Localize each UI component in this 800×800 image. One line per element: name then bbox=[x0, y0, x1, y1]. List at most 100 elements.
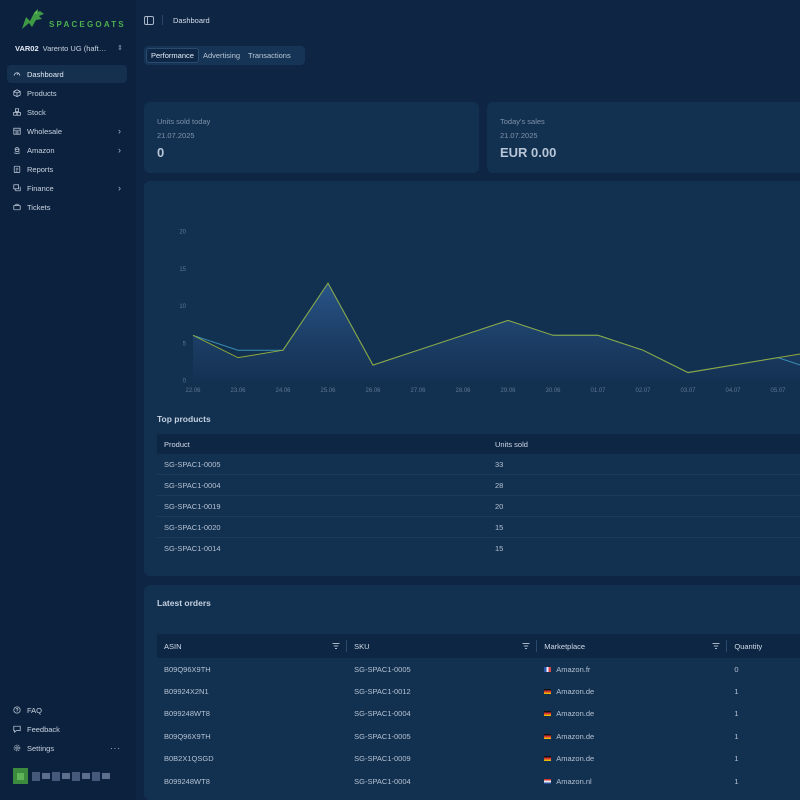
quantity-cell: 1 bbox=[727, 703, 800, 725]
quantity-text: 1 bbox=[734, 731, 739, 741]
x-tick-label: 30.06 bbox=[545, 388, 561, 394]
sku-text: SG-SPAC1-0004 bbox=[354, 776, 411, 786]
table-row[interactable]: SG-SPAC1-0014 15 bbox=[157, 538, 800, 559]
sidebar-item-reports[interactable]: Reports bbox=[7, 160, 127, 178]
sidebar-item-tickets[interactable]: Tickets bbox=[7, 198, 127, 216]
kpi-value: EUR 0.00 bbox=[500, 145, 557, 160]
marketplace-text: Amazon.de bbox=[556, 754, 595, 764]
marketplace-text: Amazon.de bbox=[556, 687, 595, 697]
boxes-icon bbox=[13, 108, 21, 116]
brand-logo[interactable]: SPACEGOATS bbox=[20, 9, 126, 31]
sidebar-item-faq[interactable]: FAQ bbox=[7, 701, 127, 719]
column-header-marketplace[interactable]: Marketplace bbox=[537, 640, 728, 652]
more-options-icon[interactable]: ··· bbox=[110, 743, 121, 753]
sku-text: SG-SPAC1-0005 bbox=[354, 731, 411, 741]
table-row[interactable]: B09Q96X9TH SG-SPAC1-0005 Amazon.fr 0 bbox=[157, 658, 800, 680]
x-tick-label: 23.06 bbox=[230, 388, 246, 394]
x-tick-label: 04.07 bbox=[725, 388, 741, 394]
table-row[interactable]: SG-SPAC1-0019 20 bbox=[157, 496, 800, 517]
x-tick-label: 24.06 bbox=[275, 388, 291, 394]
quantity-text: 1 bbox=[734, 754, 739, 764]
sales-chart: 0 5 10 15 20 22.06 23.06 24.06 25.06 26.06 27.06 28… bbox=[179, 230, 800, 394]
x-tick-label: 03.07 bbox=[680, 388, 696, 394]
chevron-right-icon: › bbox=[118, 145, 121, 155]
sidebar-item-stock[interactable]: Stock bbox=[7, 103, 127, 121]
units-sold-cell: 33 bbox=[495, 459, 504, 469]
units-sold-cell: 15 bbox=[495, 522, 504, 532]
sku-cell: SG-SPAC1-0012 bbox=[347, 680, 537, 702]
account-company: Varento UG (haftungsbeschränkt) bbox=[42, 43, 109, 53]
quantity-cell: 1 bbox=[727, 748, 800, 770]
x-tick-label: 05.07 bbox=[770, 388, 786, 394]
asin-text: B099248WT8 bbox=[164, 709, 210, 719]
asin-text: B09924X2N1 bbox=[164, 687, 209, 697]
marketplace-text: Amazon.de bbox=[556, 709, 595, 719]
column-header-units-sold[interactable]: Units sold bbox=[495, 439, 528, 449]
sidebar-item-products[interactable]: Products bbox=[7, 84, 127, 102]
toggle-sidebar-icon[interactable] bbox=[144, 15, 154, 25]
asin-cell: B09Q96X9TH bbox=[157, 725, 347, 747]
quantity-cell: 1 bbox=[727, 725, 800, 747]
asin-cell: B0B2X1QSGD bbox=[157, 748, 347, 770]
column-header-product[interactable]: Product bbox=[164, 439, 190, 449]
column-header-asin[interactable]: ASIN bbox=[157, 640, 348, 652]
table-row[interactable]: SG-SPAC1-0005 33 bbox=[157, 454, 800, 475]
marketplace-cell: Amazon.fr bbox=[537, 658, 727, 680]
table-row[interactable]: SG-SPAC1-0004 28 bbox=[157, 475, 800, 496]
account-switcher[interactable]: VAR02 Varento UG (haftungsbeschränkt) ⇕ bbox=[15, 42, 123, 54]
user-profile[interactable] bbox=[13, 768, 110, 784]
y-tick-label: 15 bbox=[179, 267, 186, 273]
filter-icon[interactable] bbox=[522, 642, 530, 650]
table-row[interactable]: SG-SPAC1-0020 15 bbox=[157, 517, 800, 538]
top-products-title: Top products bbox=[157, 414, 211, 424]
ticket-icon bbox=[13, 203, 21, 211]
tab-transactions[interactable]: Transactions bbox=[248, 51, 291, 60]
table-row[interactable]: B099248WT8 SG-SPAC1-0004 Amazon.de 1 bbox=[157, 703, 800, 725]
sidebar-item-wholesale[interactable]: Wholesale › bbox=[7, 122, 127, 140]
table-body: B09Q96X9TH SG-SPAC1-0005 Amazon.fr 0 B09924X… bbox=[157, 658, 800, 792]
latest-orders-card: Latest orders ASIN SKU Marketplace Quant… bbox=[144, 585, 800, 800]
sku-cell: SG-SPAC1-0009 bbox=[347, 748, 537, 770]
tab-advertising[interactable]: Advertising bbox=[202, 51, 241, 60]
help-icon bbox=[13, 706, 21, 714]
main-content: Dashboard Performance Advertising Transa… bbox=[136, 0, 800, 800]
sidebar-item-label: Reports bbox=[27, 164, 54, 174]
breadcrumb[interactable]: Dashboard bbox=[173, 15, 210, 25]
asin-cell: B099248WT8 bbox=[157, 770, 347, 792]
filter-icon[interactable] bbox=[332, 642, 340, 650]
latest-orders-title: Latest orders bbox=[157, 598, 211, 608]
avatar bbox=[13, 768, 28, 784]
quantity-text: 0 bbox=[734, 664, 739, 674]
product-cell: SG-SPAC1-0014 bbox=[164, 544, 221, 553]
table-row[interactable]: B09924X2N1 SG-SPAC1-0012 Amazon.de 1 bbox=[157, 680, 800, 702]
filter-icon[interactable] bbox=[712, 642, 720, 650]
table-row[interactable]: B0B2X1QSGD SG-SPAC1-0009 Amazon.de 1 bbox=[157, 748, 800, 770]
tab-performance[interactable]: Performance bbox=[146, 48, 199, 63]
sidebar-item-label: Feedback bbox=[27, 724, 60, 734]
latest-orders-table: ASIN SKU Marketplace Quantity B09Q96X9TH… bbox=[157, 634, 800, 792]
sidebar-item-feedback[interactable]: Feedback bbox=[7, 720, 127, 738]
sidebar-item-finance[interactable]: Finance › bbox=[7, 179, 127, 197]
table-header: ASIN SKU Marketplace Quantity bbox=[157, 634, 800, 658]
table-row[interactable]: B09Q96X9TH SG-SPAC1-0005 Amazon.de 1 bbox=[157, 725, 800, 747]
sidebar-item-settings[interactable]: Settings ··· bbox=[7, 739, 127, 757]
sku-text: SG-SPAC1-0012 bbox=[354, 687, 411, 697]
sidebar-item-dashboard[interactable]: Dashboard bbox=[7, 65, 127, 83]
quantity-text: 1 bbox=[734, 687, 739, 697]
column-header-sku[interactable]: SKU bbox=[347, 640, 538, 652]
column-header-label: Marketplace bbox=[544, 641, 586, 651]
table-row[interactable]: B099248WT8 SG-SPAC1-0004 Amazon.nl 1 bbox=[157, 770, 800, 792]
column-header-quantity[interactable]: Quantity bbox=[727, 640, 800, 652]
sidebar-item-label: Finance bbox=[27, 183, 54, 193]
x-tick-label: 29.06 bbox=[500, 388, 516, 394]
sidebar-item-amazon[interactable]: Amazon › bbox=[7, 141, 127, 159]
column-header-label: SKU bbox=[354, 641, 370, 651]
kpi-date: 21.07.2025 bbox=[500, 131, 538, 140]
sku-cell: SG-SPAC1-0005 bbox=[347, 725, 537, 747]
marketplace-text: Amazon.fr bbox=[556, 664, 591, 674]
chevron-right-icon: › bbox=[118, 126, 121, 136]
asin-cell: B099248WT8 bbox=[157, 703, 347, 725]
sku-text: SG-SPAC1-0005 bbox=[354, 664, 411, 674]
sidebar-item-label: FAQ bbox=[27, 705, 43, 715]
sku-cell: SG-SPAC1-0005 bbox=[347, 658, 537, 680]
